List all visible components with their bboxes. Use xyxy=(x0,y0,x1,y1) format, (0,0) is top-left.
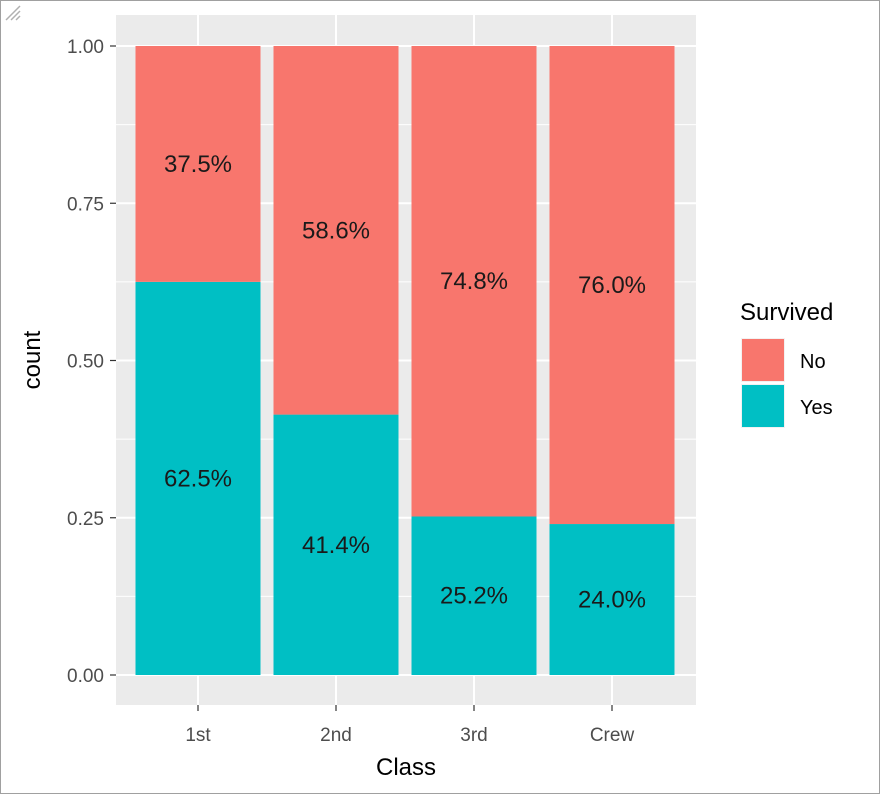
bar-labels: 62.5% 37.5% 41.4% 58.6% 25.2% 74.8% 24.0% 76.0% xyxy=(164,151,646,614)
y-tick-label: 0.75 xyxy=(67,194,104,215)
y-tick-label: 0.00 xyxy=(67,666,104,687)
x-tick-label: 1st xyxy=(185,725,211,746)
bar-label-3rd-no: 74.8% xyxy=(440,268,508,295)
x-tick-label: Crew xyxy=(590,725,635,746)
bar-crew-no xyxy=(549,46,675,525)
bar-crew-yes xyxy=(549,524,675,675)
legend-key-yes xyxy=(742,385,784,427)
resize-grip-icon[interactable] xyxy=(0,0,22,22)
y-axis-title: count xyxy=(19,330,46,389)
bar-1st-no xyxy=(135,46,261,282)
bar-label-3rd-yes: 25.2% xyxy=(440,583,508,610)
axes: 0.00 0.25 0.50 0.75 1.00 1st 2nd 3rd Crew xyxy=(67,37,634,746)
bar-label-crew-yes: 24.0% xyxy=(578,587,646,614)
x-axis-title: Class xyxy=(376,754,436,781)
bar-label-1st-no: 37.5% xyxy=(164,151,232,178)
legend-label-no: No xyxy=(800,351,826,373)
legend-label-yes: Yes xyxy=(800,397,833,419)
bar-2nd-no xyxy=(273,46,399,415)
bar-1st-yes xyxy=(135,281,261,675)
bar-2nd-yes xyxy=(273,414,399,675)
bar-label-crew-no: 76.0% xyxy=(578,272,646,299)
y-tick-label: 1.00 xyxy=(67,37,104,58)
y-tick-label: 0.25 xyxy=(67,509,104,530)
bar-3rd-yes xyxy=(411,516,537,675)
bars xyxy=(135,46,675,675)
x-tick-label: 2nd xyxy=(320,725,352,746)
legend-key-no xyxy=(742,339,784,381)
y-tick-label: 0.50 xyxy=(67,352,104,373)
legend-title: Survived xyxy=(740,299,833,326)
bar-3rd-no xyxy=(411,46,537,517)
legend: Survived No Yes xyxy=(740,299,833,428)
bar-label-2nd-no: 58.6% xyxy=(302,217,370,244)
bar-label-2nd-yes: 41.4% xyxy=(302,532,370,559)
bar-label-1st-yes: 62.5% xyxy=(164,465,232,492)
x-tick-label: 3rd xyxy=(460,725,487,746)
